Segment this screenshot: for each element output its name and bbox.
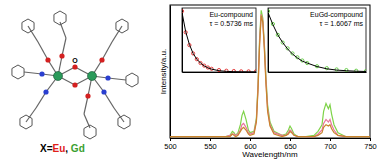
nitrogen-atom [105,75,110,80]
bond [102,42,112,60]
y-axis-line [268,9,269,73]
plot-frame [170,5,370,138]
x-tick-mark [370,138,371,141]
series-line [182,12,256,71]
phenyl-ring [54,11,66,25]
phenyl-ring [20,115,32,129]
x-tick-label: 700 [324,142,337,151]
bond [62,38,66,56]
series-point [182,10,184,13]
bond [104,92,114,108]
inset-background [182,8,256,72]
oxygen-atom [85,93,90,98]
inset-title: EuGd-compound [310,11,363,19]
caption: X=Eu, Gd [40,143,85,154]
bond [84,96,88,114]
nitrogen-atom [43,89,48,94]
plot-data [268,10,366,72]
nitrogen-atom [39,71,44,76]
inset-title: Eu-compound [209,11,253,19]
x-axis [183,72,257,73]
annotation: τ = 1.6067 ms [320,20,364,27]
y-axis-title: Intensity/a.u. [159,49,168,94]
x-axis-line [183,72,257,73]
caption-part: Eu [53,143,66,154]
x-tick-mark [330,138,331,141]
phenyl-ring [22,19,34,33]
bond [38,42,48,60]
oxygen-atom [99,57,104,62]
plot-frame [182,8,256,72]
phenyl-ring [118,115,130,129]
oxygen-atom [59,53,64,58]
inset-background [268,8,366,72]
phenyl-ring [12,65,24,79]
y-axis [170,6,171,139]
x-tick-label: 550 [204,142,217,151]
x-axis-title: Wavelength/nm [242,150,298,159]
metal-atom [88,72,97,81]
bond [108,78,126,80]
x-tick-mark [290,138,291,141]
bond [24,72,42,74]
x-tick-label: 750 [364,142,377,151]
x-tick-mark [210,138,211,141]
bond [114,108,124,122]
x-tick: 550 [204,138,217,151]
phenyl-ring [126,73,138,87]
series-point [268,10,270,13]
oxygen-atom [45,57,50,62]
oxygen-atom [72,82,77,87]
structure: O X=Eu, Gd [12,11,138,154]
figure: OX=Eu, Gd500550600650700750Wavelength/nm… [0,0,378,160]
plot-data [182,10,256,72]
bond [28,26,38,42]
atom-label: O [72,57,78,64]
x-tick: 500 [164,138,177,151]
bond [36,92,46,108]
phenyl-ring [116,19,128,33]
metal-atom [54,72,63,81]
oxygen-atom [72,64,77,69]
inset-chart: Eu-compoundτ = 0.5736 ms [180,8,257,73]
x-axis-line [171,138,371,139]
series-line [268,12,366,71]
caption-part: Gd [71,143,85,154]
x-tick-mark [250,138,251,141]
main-chart: 500550600650700750Wavelength/nmIntensity… [159,5,377,159]
x-axis [269,72,367,73]
y-axis [268,9,269,73]
annotation: τ = 0.5736 ms [210,20,254,27]
x-axis-line [269,72,367,73]
plot-frame [268,8,366,72]
nitrogen-atom [101,89,106,94]
x-tick-label: 500 [164,142,177,151]
y-axis-line [170,6,171,139]
x-tick: 750 [364,138,377,151]
bond [112,26,122,42]
caption-part: X= [40,143,53,154]
phenyl-ring [84,125,96,139]
inset-chart: EuGd-compoundτ = 1.6067 ms [266,8,367,73]
x-tick: 700 [324,138,337,151]
bond [26,108,36,122]
